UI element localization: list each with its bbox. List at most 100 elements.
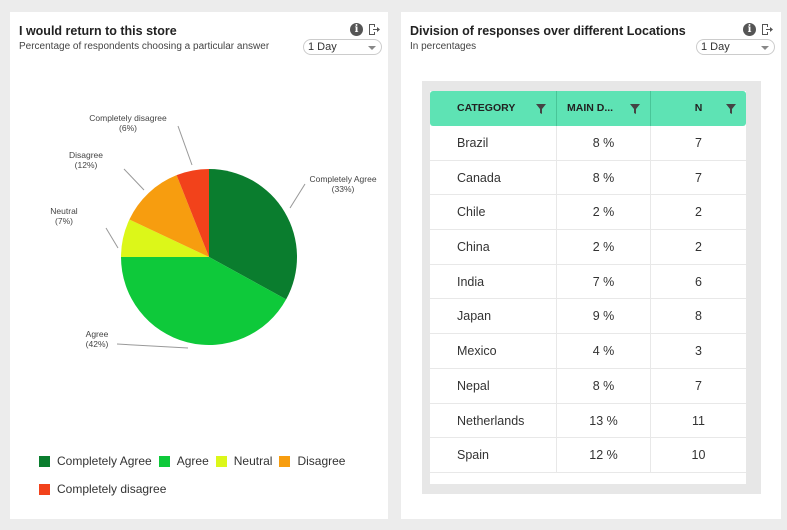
- table-row[interactable]: China 2 % 2: [430, 230, 746, 265]
- filter-icon[interactable]: [726, 104, 736, 114]
- column-header-category[interactable]: CATEGORY: [430, 91, 557, 126]
- locations-table-panel: Division of responses over different Loc…: [401, 12, 781, 519]
- pie-slice[interactable]: [121, 219, 209, 257]
- cell-main: 7 %: [557, 264, 651, 299]
- pie-label-leader-line: [177, 125, 193, 166]
- chart-legend: Completely Agree Agree Neutral Disagree Comp…: [39, 454, 379, 510]
- cell-main: 2 %: [557, 195, 651, 230]
- dropdown-value: 1 Day: [701, 41, 730, 53]
- cell-n: 8: [695, 309, 702, 324]
- cell-main: 2 %: [557, 230, 651, 264]
- pie-slice-label: Completely Agree: [309, 174, 376, 184]
- cell-category: Canada: [430, 160, 557, 195]
- table-row[interactable]: Mexico 4 % 3: [430, 334, 746, 369]
- column-header-n[interactable]: N: [651, 91, 746, 126]
- cell-category: Mexico: [430, 334, 557, 368]
- cell-category: India: [430, 264, 557, 299]
- cell-category: Brazil: [430, 126, 557, 160]
- pie-label-leader-line: [123, 168, 145, 191]
- table-body: Brazil 8 % 7 Canada 8 % 7 Chile 2 % 2 China 2 % 2 In…: [430, 126, 746, 473]
- table-row[interactable]: Nepal 8 % 7: [430, 368, 746, 404]
- column-header-label: CATEGORY: [457, 102, 516, 114]
- cell-n: 10: [691, 448, 706, 463]
- table-row[interactable]: India 7 % 6: [430, 264, 746, 300]
- export-icon[interactable]: [368, 23, 381, 36]
- panel-subtitle: Percentage of respondents choosing a par…: [19, 41, 270, 52]
- panel-title: Division of responses over different Loc…: [410, 24, 686, 38]
- cell-category: Japan: [430, 299, 557, 334]
- cell-category: Netherlands: [430, 403, 557, 438]
- cell-main: 8 %: [557, 160, 651, 195]
- pie-slice[interactable]: [209, 169, 298, 300]
- time-range-dropdown[interactable]: 1 Day: [303, 39, 382, 55]
- table-row[interactable]: Japan 9 % 8: [430, 299, 746, 335]
- legend-item[interactable]: Agree: [158, 454, 209, 468]
- pie-slice-percent: (6%): [119, 123, 137, 133]
- table-row[interactable]: Chile 2 % 2: [430, 195, 746, 231]
- table-row[interactable]: Spain 12 % 10: [430, 438, 746, 473]
- legend-label: Neutral: [233, 454, 273, 468]
- column-header-main[interactable]: MAIN D...: [557, 91, 651, 126]
- cell-main: 4 %: [557, 334, 651, 368]
- pie-label-leader-line: [116, 343, 189, 349]
- pie-slice-percent: (7%): [55, 216, 73, 226]
- cell-n: 11: [692, 413, 705, 428]
- legend-label: Completely Agree: [57, 454, 152, 468]
- chevron-down-icon: [368, 46, 376, 50]
- dropdown-value: 1 Day: [308, 41, 337, 53]
- cell-n: 2: [695, 205, 702, 220]
- cell-n: 2: [695, 240, 702, 255]
- legend-item[interactable]: Neutral: [215, 454, 273, 468]
- legend-swatch: [158, 455, 170, 467]
- legend-label: Disagree: [297, 454, 346, 468]
- pie-slice-label: Neutral: [50, 206, 78, 216]
- column-header-label: N: [694, 102, 703, 114]
- table-row[interactable]: Canada 8 % 7: [430, 160, 746, 196]
- cell-category: Nepal: [430, 368, 557, 403]
- time-range-dropdown[interactable]: 1 Day: [696, 39, 775, 55]
- cell-main: 9 %: [557, 299, 651, 334]
- cell-main: 8 %: [557, 368, 651, 403]
- legend-swatch: [215, 455, 227, 467]
- data-table-frame: CATEGORY MAIN D... N Brazil 8 % 7 Canada 8 %…: [422, 81, 761, 494]
- cell-category: Chile: [430, 195, 557, 230]
- legend-swatch: [39, 455, 50, 467]
- cell-main: 12 %: [557, 438, 651, 472]
- panel-subtitle: In percentages: [410, 41, 477, 52]
- pie-slice-percent: (42%): [86, 339, 109, 349]
- cell-category: Spain: [430, 438, 557, 472]
- legend-label: Completely disagree: [57, 482, 167, 496]
- legend-swatch: [279, 455, 291, 467]
- cell-main: 8 %: [557, 126, 651, 160]
- cell-n: 3: [695, 344, 702, 359]
- pie-slice[interactable]: [129, 175, 209, 257]
- legend-item[interactable]: Completely Agree: [39, 454, 152, 468]
- cell-category: China: [430, 230, 557, 264]
- pie-slice-label: Agree: [86, 329, 109, 339]
- cell-n: 7: [695, 136, 702, 150]
- pie-slice[interactable]: [121, 257, 287, 345]
- filter-icon[interactable]: [630, 104, 640, 114]
- pie-chart: Completely Agree(33%) Agree(42%) Neutral(7…: [50, 113, 377, 349]
- table-row[interactable]: Netherlands 13 % 11: [430, 403, 746, 439]
- chevron-down-icon: [761, 46, 769, 50]
- column-header-label: MAIN D...: [567, 102, 614, 114]
- legend-item[interactable]: Disagree: [279, 454, 345, 468]
- pie-slice-percent: (33%): [332, 184, 355, 194]
- info-icon[interactable]: i: [350, 23, 363, 36]
- legend-item[interactable]: Completely disagree: [39, 482, 166, 496]
- pie-slice-percent: (12%): [75, 160, 98, 170]
- info-icon[interactable]: i: [743, 23, 756, 36]
- pie-chart-panel: Completely Agree (33%) Agree (42%) Neutral (7…: [10, 12, 388, 519]
- filter-icon[interactable]: [536, 104, 546, 114]
- pie-slice[interactable]: [176, 169, 209, 257]
- table-header: CATEGORY MAIN D... N: [430, 91, 746, 126]
- data-table[interactable]: CATEGORY MAIN D... N Brazil 8 % 7 Canada 8 %…: [430, 91, 746, 484]
- table-row[interactable]: Brazil 8 % 7: [430, 126, 746, 161]
- cell-n: 6: [695, 274, 702, 289]
- panel-title: I would return to this store: [19, 24, 177, 38]
- export-icon[interactable]: [761, 23, 774, 36]
- cell-main: 13 %: [557, 403, 651, 438]
- pie-slice-label: Disagree: [69, 150, 103, 160]
- cell-n: 7: [695, 170, 702, 185]
